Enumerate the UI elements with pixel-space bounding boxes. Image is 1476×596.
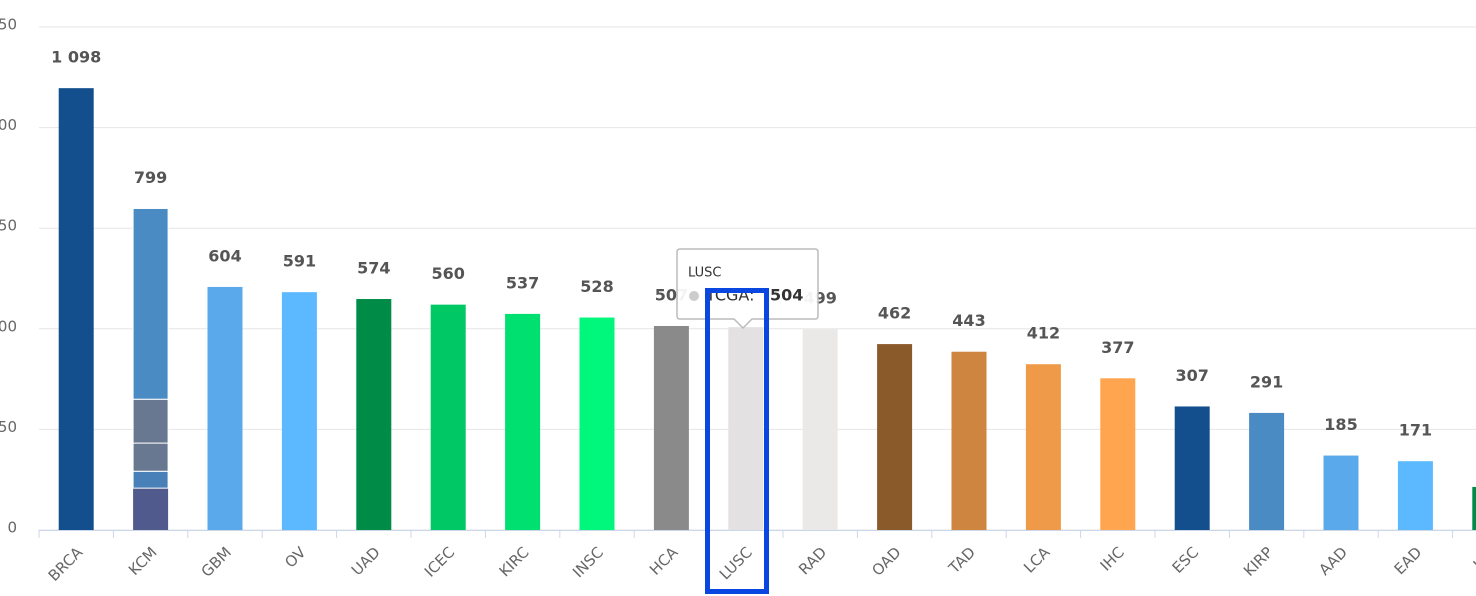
y-tick-label: 50 — [0, 217, 17, 235]
data-label: 528 — [580, 277, 613, 296]
y-tick-label: 50 — [0, 16, 17, 34]
x-tick-label: KIRC — [496, 543, 533, 580]
bar — [58, 88, 94, 531]
data-label: 307 — [1175, 366, 1208, 385]
bar — [1249, 412, 1285, 530]
x-tick-label: LUSC — [716, 543, 756, 583]
data-label: 377 — [1101, 338, 1134, 357]
y-tick-label: 00 — [0, 317, 17, 335]
x-tick-label: IHC — [1097, 543, 1128, 574]
bar — [1100, 378, 1136, 530]
bar — [132, 442, 169, 472]
x-tick-label: LCA — [1020, 543, 1054, 577]
bar — [505, 313, 541, 530]
data-label: 574 — [357, 259, 390, 278]
x-tick-label: HCA — [646, 543, 682, 579]
bar — [653, 325, 689, 530]
bar — [133, 488, 169, 530]
bar — [356, 299, 392, 530]
bar — [132, 207, 169, 400]
data-label: 537 — [506, 273, 539, 292]
x-tick-label: UAD — [348, 543, 384, 579]
bar — [132, 470, 169, 489]
x-tick-label: ESC — [1169, 543, 1203, 577]
data-label: 1 098 — [51, 48, 101, 67]
data-label: 604 — [208, 246, 241, 265]
x-tick-label: KCM — [125, 543, 161, 579]
x-tick-label: OAD — [868, 543, 904, 579]
data-label: 799 — [134, 168, 167, 187]
x-tick-label: KIRP — [1240, 543, 1277, 580]
x-tick-label: GBM — [198, 543, 235, 580]
x-tick-label: KIC — [1470, 543, 1476, 573]
bar — [281, 292, 317, 530]
bar — [1025, 364, 1061, 530]
data-label: 560 — [431, 264, 464, 283]
data-label: 171 — [1399, 421, 1432, 440]
bar — [1174, 406, 1210, 530]
x-tick-label: BRCA — [45, 543, 87, 585]
bar — [430, 304, 466, 530]
bar — [1472, 486, 1476, 530]
bar — [728, 327, 764, 530]
x-tick-label: INSC — [569, 543, 607, 581]
data-label: 185 — [1324, 415, 1357, 434]
x-tick-label: RAD — [795, 543, 830, 578]
tooltip-value: 504 — [770, 286, 803, 305]
bar — [951, 351, 987, 530]
x-tick-label: TAD — [944, 543, 979, 578]
y-tick-label: 00 — [0, 116, 17, 134]
x-tick-label: ICEC — [421, 543, 458, 580]
data-label: 412 — [1027, 324, 1060, 343]
data-label: 291 — [1250, 372, 1283, 391]
x-tick-label: OV — [281, 543, 310, 572]
x-tick-label: EAD — [1391, 543, 1426, 578]
highlight-box — [705, 288, 769, 594]
bar — [802, 329, 838, 530]
bar — [877, 344, 913, 530]
bar — [207, 286, 243, 530]
y-tick-label: 50 — [0, 418, 17, 436]
bar — [1323, 455, 1359, 530]
data-label: 462 — [878, 304, 911, 323]
bar — [132, 398, 169, 444]
tooltip-dot — [689, 291, 699, 301]
bar — [1397, 461, 1433, 530]
tooltip-title: LUSC — [688, 266, 721, 281]
y-tick-label: 0 — [7, 519, 17, 537]
data-label: 591 — [283, 252, 316, 271]
x-tick-label: AAD — [1315, 543, 1351, 579]
bar — [579, 317, 615, 530]
data-label: 443 — [952, 311, 985, 330]
